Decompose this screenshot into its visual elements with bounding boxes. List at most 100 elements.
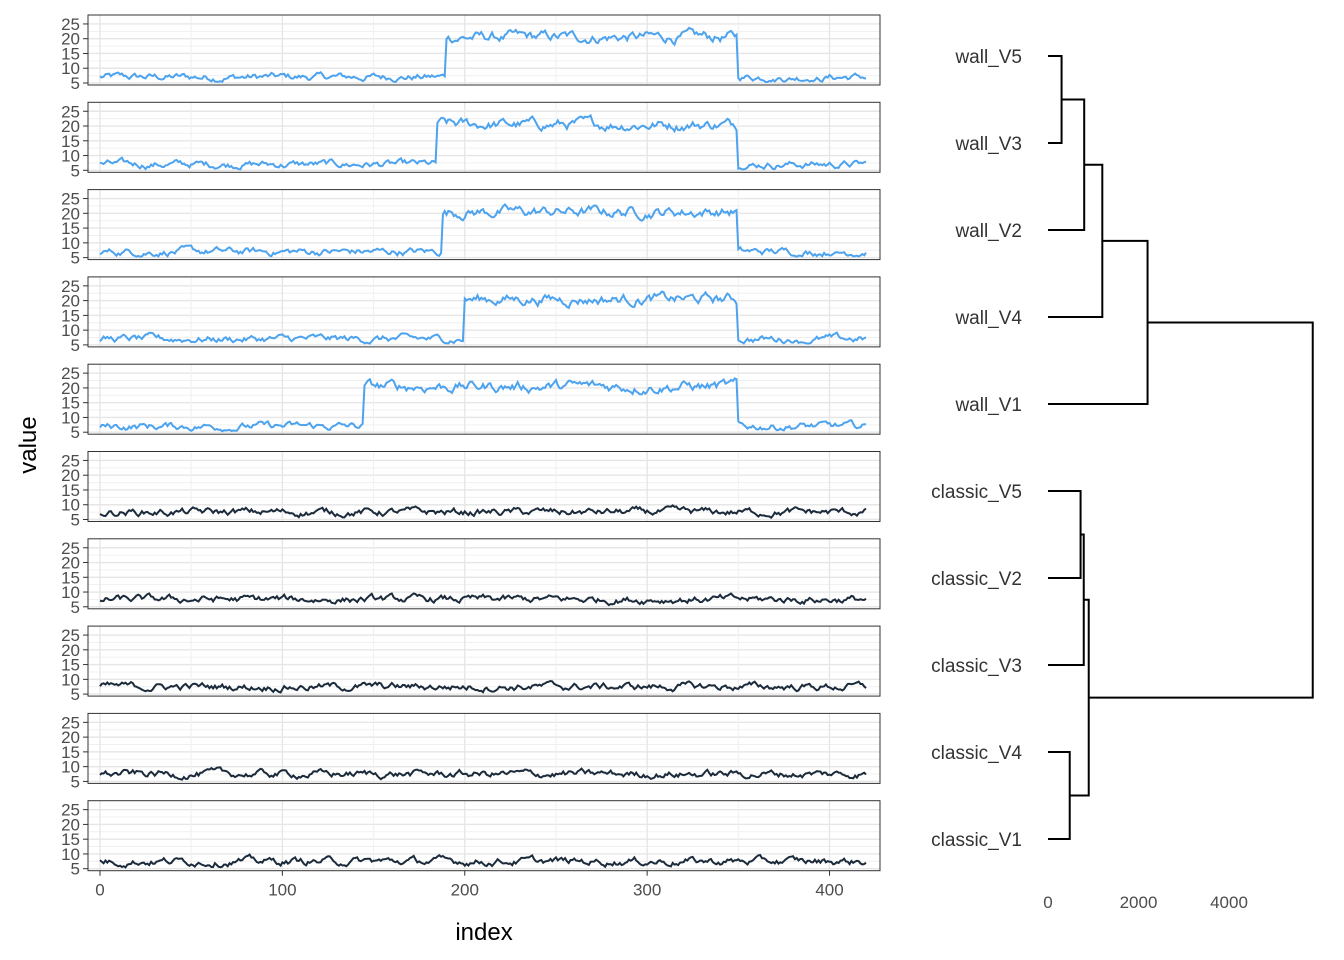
small-multiples-panels: 5101520255101520255101520255101520255101… [61,14,881,879]
y-tick-label: 5 [71,685,80,704]
y-tick-label: 15 [61,306,80,325]
y-tick-label: 15 [61,394,80,413]
y-tick-label: 15 [61,44,80,63]
y-axis-title: value [15,416,42,473]
leaf-label-wall_V5: wall_V5 [954,47,1022,68]
y-tick-label: 25 [61,713,80,732]
panel-border [87,538,881,610]
y-tick-label: 5 [71,336,80,355]
dendrogram-link-4 [1048,239,1149,405]
leaf-label-classic_V4: classic_V4 [931,743,1022,764]
y-tick-label: 10 [61,321,80,340]
series-line-panel-10 [99,853,867,869]
leaf-label-classic_V3: classic_V3 [931,656,1022,677]
panel-border [87,712,881,784]
dendrogram-link-1 [1048,55,1063,144]
x-axis-title: index [455,919,512,946]
series-line-panel-4 [99,290,867,345]
y-tick-label: 15 [61,219,80,238]
y-tick-label: 25 [61,626,80,645]
dendrogram-x-tick-label: 2000 [1120,893,1158,912]
y-tick-label: 15 [61,743,80,762]
y-tick-label: 25 [61,277,80,296]
y-tick-label: 5 [71,860,80,879]
panel-border [87,451,881,522]
y-tick-label: 25 [61,539,80,558]
y-tick-label: 5 [71,74,80,93]
panel-border [87,800,881,872]
y-tick-label: 5 [71,161,80,180]
y-tick-label: 25 [61,190,80,209]
leaf-label-classic_V1: classic_V1 [931,830,1022,851]
y-tick-label: 5 [71,423,80,442]
y-tick-label: 5 [71,772,80,791]
y-tick-label: 25 [61,102,80,121]
y-tick-label: 15 [61,481,80,500]
series-line-panel-9 [99,766,867,781]
y-tick-label: 20 [61,815,80,834]
dendrogram-x-tick-label: 4000 [1210,893,1248,912]
y-tick-label: 20 [61,30,80,49]
y-tick-label: 10 [61,234,80,253]
y-tick-label: 10 [61,670,80,689]
y-tick-label: 5 [71,511,80,530]
leaf-label-wall_V1: wall_V1 [954,395,1022,416]
y-tick-label: 15 [61,568,80,587]
dendrogram-link-8 [1069,598,1090,797]
series-line-panel-2 [99,113,867,171]
y-tick-label: 20 [61,554,80,573]
panel-border [87,14,881,86]
y-tick-label: 5 [71,249,80,268]
dendrogram-link-5 [1048,490,1082,579]
y-tick-label: 10 [61,408,80,427]
x-tick-label: 200 [451,881,479,900]
y-tick-label: 5 [71,598,80,617]
series-line-panel-6 [99,504,867,520]
y-tick-label: 20 [61,641,80,660]
y-tick-label: 20 [61,204,80,223]
y-tick-label: 10 [61,59,80,78]
x-tick-label: 400 [815,881,843,900]
dendrogram-link-2 [1048,98,1086,231]
y-tick-label: 15 [61,830,80,849]
x-tick-label: 0 [95,881,104,900]
y-tick-label: 20 [61,292,80,311]
dendrogram: wall_V5 wall_V3 wall_V2 wall_V4 wall_V1class… [931,47,1314,912]
y-tick-label: 10 [61,845,80,864]
y-tick-label: 25 [61,15,80,34]
y-tick-label: 10 [61,147,80,166]
series-line-panel-3 [99,203,867,258]
series-line-panel-1 [99,26,867,83]
y-tick-label: 15 [61,656,80,675]
y-tick-label: 20 [61,466,80,485]
dendrogram-x-tick-label: 0 [1043,893,1052,912]
y-tick-label: 25 [61,364,80,383]
series-line-panel-8 [99,679,867,694]
series-line-panel-5 [99,377,867,433]
y-tick-label: 10 [61,583,80,602]
y-tick-label: 25 [61,451,80,470]
leaf-label-wall_V4: wall_V4 [954,308,1022,329]
leaf-label-wall_V2: wall_V2 [954,221,1022,242]
x-tick-label: 100 [268,881,296,900]
y-tick-label: 15 [61,132,80,151]
y-tick-label: 20 [61,728,80,747]
dendrogram-link-9 [1088,321,1314,699]
y-tick-label: 20 [61,379,80,398]
series-line-panel-7 [99,592,867,607]
y-tick-label: 20 [61,117,80,136]
leaf-label-wall_V3: wall_V3 [954,134,1022,155]
panel-border [87,363,881,435]
y-tick-label: 10 [61,758,80,777]
